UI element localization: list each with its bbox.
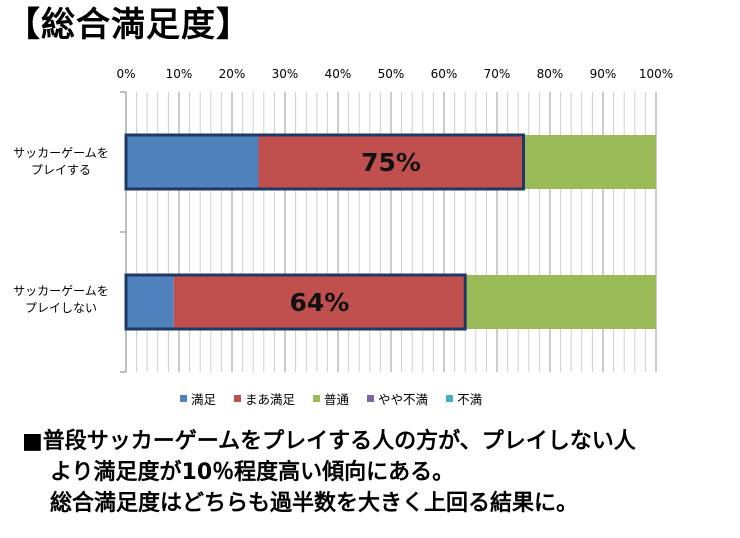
bar-segment	[465, 275, 656, 329]
legend-swatch	[180, 394, 187, 402]
x-tick-label: 20%	[219, 67, 246, 81]
category-label-line: プレイしない	[24, 301, 97, 315]
legend-label: 不満	[457, 391, 483, 407]
stacked-bar-chart: 0% 10% 20% 30% 40% 50% 60% 70% 80% 90% 100% 75% 64%	[116, 67, 673, 373]
category-label-not-play: サッカーゲームを プレイしない	[2, 283, 120, 317]
highlight-frame	[124, 133, 525, 191]
x-tick-label: 50%	[378, 67, 405, 81]
page-title: 【総合満足度】	[6, 5, 251, 45]
data-label: 64%	[290, 288, 350, 317]
x-tick-label: 70%	[484, 67, 511, 81]
x-tick-label: 30%	[272, 67, 299, 81]
category-label-line: プレイする	[30, 163, 91, 177]
summary-line-2: より満足度が10％程度高い傾向にある。	[50, 460, 455, 485]
legend-item: 満足	[180, 389, 216, 408]
bar-segment	[173, 275, 466, 329]
chart-legend: 満足 まあ満足 普通 やや不満 不満	[180, 388, 482, 408]
x-tick-label: 80%	[537, 67, 564, 81]
bar-segment	[258, 135, 524, 189]
legend-swatch	[446, 394, 454, 402]
x-tick-label: 60%	[431, 67, 458, 81]
x-tick-label: 40%	[325, 67, 352, 81]
category-label-play: サッカーゲームを プレイする	[2, 145, 120, 179]
summary-line-3: 総合満足度はどちらも過半数を大きく上回る結果に。	[50, 491, 579, 516]
bar-segment	[523, 135, 656, 189]
x-tick-label: 10%	[166, 67, 193, 81]
legend-swatch	[367, 394, 375, 402]
legend-label: やや不満	[378, 391, 429, 407]
legend-label: 満足	[191, 391, 217, 407]
bar-segment	[126, 135, 259, 189]
category-label-line: サッカーゲームを	[13, 146, 109, 160]
legend-item: やや不満	[367, 389, 428, 408]
legend-swatch	[234, 394, 242, 402]
highlight-frame	[124, 273, 467, 331]
legend-label: 普通	[324, 391, 350, 407]
legend-item: まあ満足	[234, 389, 295, 408]
bar-segment	[126, 275, 174, 329]
legend-label: まあ満足	[245, 391, 296, 407]
legend-swatch	[313, 394, 321, 402]
x-tick-label: 0%	[116, 67, 135, 81]
summary-text: ■普段サッカーゲームをプレイする人の方が、プレイしない人 より満足度が10％程度…	[22, 426, 734, 519]
x-tick-label: 100%	[639, 67, 673, 81]
legend-item: 普通	[313, 389, 349, 408]
legend-item: 不満	[446, 389, 482, 408]
category-label-line: サッカーゲームを	[13, 284, 109, 298]
summary-line-1: ■普段サッカーゲームをプレイする人の方が、プレイしない人	[22, 429, 636, 454]
x-tick-label: 90%	[590, 67, 617, 81]
data-label: 75%	[361, 148, 421, 177]
